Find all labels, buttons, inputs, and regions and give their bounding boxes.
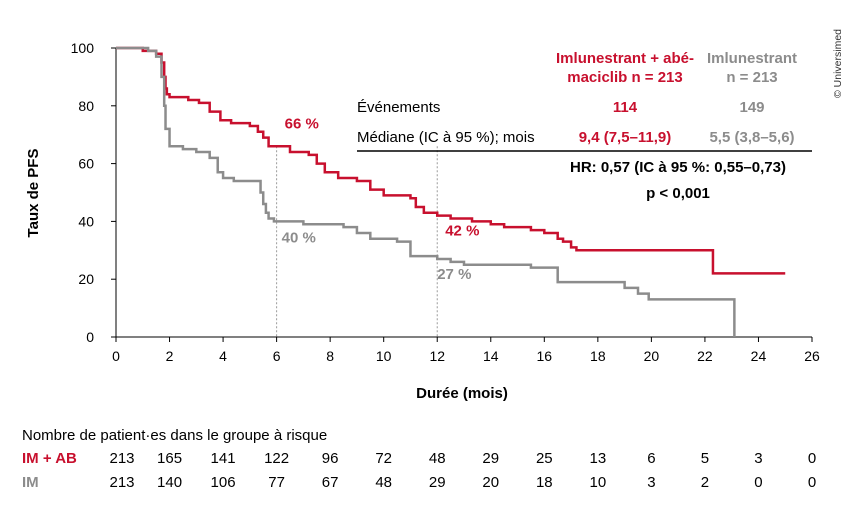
risk-value: 0 bbox=[808, 450, 816, 467]
x-tick-label: 22 bbox=[697, 348, 713, 364]
series-line-im bbox=[116, 46, 736, 337]
risk-row-label-im: IM bbox=[22, 474, 39, 491]
annotation-label: 27 % bbox=[437, 266, 471, 283]
risk-value: 5 bbox=[701, 450, 709, 467]
risk-value: 29 bbox=[482, 450, 499, 467]
y-tick-label: 60 bbox=[78, 156, 94, 172]
risk-value: 3 bbox=[647, 474, 655, 491]
x-tick-label: 14 bbox=[483, 348, 499, 364]
col2-header-line2: n = 213 bbox=[726, 69, 777, 86]
risk-value: 20 bbox=[482, 474, 499, 491]
risk-value: 165 bbox=[157, 450, 182, 467]
risk-value: 25 bbox=[536, 450, 553, 467]
summary-table: Imlunestrant + abé- maciclib n = 213 Iml… bbox=[357, 50, 812, 202]
y-axis-title: Taux de PFS bbox=[25, 149, 42, 238]
y-tick-label: 80 bbox=[78, 98, 94, 114]
risk-value: 122 bbox=[264, 450, 289, 467]
x-tick-label: 24 bbox=[751, 348, 767, 364]
risk-value: 3 bbox=[754, 450, 762, 467]
x-tick-label: 26 bbox=[804, 348, 820, 364]
x-tick-label: 2 bbox=[166, 348, 174, 364]
x-tick-label: 18 bbox=[590, 348, 606, 364]
risk-value: 6 bbox=[647, 450, 655, 467]
x-tick-label: 20 bbox=[644, 348, 660, 364]
series-line-im-ab bbox=[116, 46, 786, 275]
events-col1: 114 bbox=[613, 99, 638, 116]
risk-value: 67 bbox=[322, 474, 339, 491]
col1-header-line2: maciclib n = 213 bbox=[567, 69, 682, 86]
copyright-notice: © Universimed bbox=[832, 29, 844, 98]
risk-value: 72 bbox=[375, 450, 392, 467]
copyright-text: © Universimed bbox=[832, 29, 844, 98]
hr-text: HR: 0,57 (IC à 95 %: 0,55–0,73) bbox=[570, 159, 786, 176]
x-tick-label: 10 bbox=[376, 348, 392, 364]
annotations: 66 % 40 % 42 % 27 % bbox=[282, 115, 480, 283]
x-tick-label: 8 bbox=[326, 348, 334, 364]
x-tick-label: 6 bbox=[273, 348, 281, 364]
median-label: Médiane (IC à 95 %); mois bbox=[357, 129, 535, 146]
x-tick-label: 12 bbox=[429, 348, 445, 364]
risk-value: 48 bbox=[429, 450, 446, 467]
annotation-label: 42 % bbox=[445, 223, 479, 240]
risk-value: 2 bbox=[701, 474, 709, 491]
risk-row-label-im-ab: IM + AB bbox=[22, 450, 77, 467]
risk-value: 0 bbox=[808, 474, 816, 491]
series-group bbox=[116, 46, 786, 337]
x-tick-label: 4 bbox=[219, 348, 227, 364]
y-tick-label: 0 bbox=[86, 329, 94, 345]
risk-value: 140 bbox=[157, 474, 182, 491]
risk-value: 29 bbox=[429, 474, 446, 491]
risk-value: 77 bbox=[268, 474, 285, 491]
y-tick-label: 40 bbox=[78, 213, 94, 229]
col2-header-line1: Imlunestrant bbox=[707, 50, 797, 67]
annotation-label: 66 % bbox=[285, 115, 319, 132]
risk-value: 106 bbox=[211, 474, 236, 491]
risk-table-title: Nombre de patient·es dans le groupe à ri… bbox=[22, 427, 327, 444]
risk-value: 213 bbox=[109, 474, 134, 491]
risk-value: 213 bbox=[109, 450, 134, 467]
col1-header-line1: Imlunestrant + abé- bbox=[556, 50, 694, 67]
y-tick-label: 100 bbox=[71, 40, 95, 56]
y-tick-label: 20 bbox=[78, 271, 94, 287]
median-col2: 5,5 (3,8–5,6) bbox=[709, 129, 794, 146]
events-label: Événements bbox=[357, 99, 440, 116]
risk-value: 18 bbox=[536, 474, 553, 491]
risk-value: 13 bbox=[590, 450, 607, 467]
x-tick-label: 16 bbox=[537, 348, 553, 364]
median-col1: 9,4 (7,5–11,9) bbox=[579, 129, 672, 146]
p-value-text: p < 0,001 bbox=[646, 185, 710, 202]
annotation-label: 40 % bbox=[282, 229, 316, 246]
risk-value: 48 bbox=[375, 474, 392, 491]
risk-value: 141 bbox=[211, 450, 236, 467]
risk-value: 0 bbox=[754, 474, 762, 491]
events-col2: 149 bbox=[739, 99, 764, 116]
risk-value: 10 bbox=[590, 474, 607, 491]
risk-value: 96 bbox=[322, 450, 339, 467]
x-tick-label: 0 bbox=[112, 348, 120, 364]
risk-values: 213 165 141 122 96 72 48 29 25 13 6 5 3 0 213 140 106 77 6… bbox=[109, 450, 816, 491]
x-axis-title: Durée (mois) bbox=[416, 385, 508, 402]
risk-table: Nombre de patient·es dans le groupe à ri… bbox=[22, 427, 816, 491]
